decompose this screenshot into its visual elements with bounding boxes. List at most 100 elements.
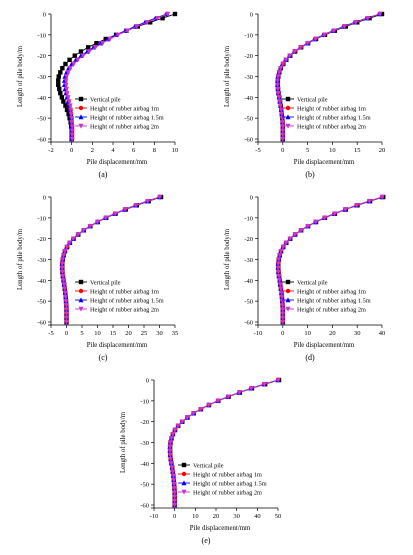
data-point	[62, 290, 68, 296]
data-point	[261, 381, 267, 387]
data-point	[276, 273, 282, 279]
panel-label: (e)	[202, 536, 211, 545]
data-point	[60, 273, 66, 279]
x-tick-label: 0	[65, 330, 68, 337]
data-point	[66, 111, 71, 117]
data-point	[277, 282, 283, 288]
legend-label: Height of rubber airbag 1m	[90, 105, 159, 112]
data-point	[61, 282, 67, 288]
x-tick-label: 40	[254, 513, 260, 520]
legend-marker	[78, 279, 84, 285]
legend-label: Height of rubber airbag 1.5m	[297, 114, 371, 121]
data-point	[63, 103, 68, 108]
data-point	[313, 36, 319, 42]
data-point	[59, 265, 65, 271]
legend-label: Vertical pile	[297, 279, 328, 286]
x-axis-label: Pile displacement/mm	[87, 342, 148, 349]
series-4	[275, 11, 383, 142]
data-point	[298, 45, 304, 50]
data-point	[280, 120, 286, 125]
data-point	[236, 390, 242, 396]
y-tick-label: -50	[140, 482, 149, 489]
x-tick-label: 10	[304, 330, 311, 337]
data-point	[64, 90, 70, 96]
x-tick-label: 15	[354, 147, 361, 154]
legend-marker	[78, 96, 84, 102]
legend-marker	[181, 489, 187, 495]
data-point	[160, 15, 165, 21]
data-point	[134, 24, 140, 30]
data-point	[168, 461, 174, 466]
x-tick-label: 10	[94, 330, 101, 337]
data-point	[124, 28, 130, 34]
data-point	[94, 40, 99, 46]
y-tick-label: -20	[37, 53, 46, 60]
y-tick-label: -10	[244, 32, 253, 39]
y-tick-label: 0	[43, 195, 46, 202]
legend-marker	[78, 123, 84, 129]
series-3	[167, 377, 281, 508]
data-point	[115, 32, 121, 38]
data-point	[305, 223, 311, 229]
data-point	[67, 65, 73, 71]
data-point	[171, 477, 177, 483]
x-tick-label: 8	[153, 147, 156, 154]
data-point	[70, 236, 76, 242]
data-point	[67, 240, 73, 246]
x-tick-label: 4	[111, 147, 115, 154]
legend-marker	[285, 96, 291, 102]
data-point	[279, 290, 285, 296]
series-1	[60, 194, 164, 325]
data-point	[366, 198, 372, 204]
data-point	[68, 111, 74, 117]
chart-panel-c: 0 -10 -20 -30 -40 -50 -60 -5 0 5 10 15 20 25 30 35 Pile …	[0, 183, 206, 365]
data-point	[69, 115, 75, 121]
panel-label: (c)	[99, 353, 108, 362]
data-point	[157, 194, 163, 200]
series-1	[56, 11, 178, 142]
data-point	[68, 107, 74, 113]
legend-marker	[181, 471, 187, 477]
data-point	[172, 490, 178, 496]
data-point	[63, 294, 69, 300]
data-point	[67, 57, 72, 63]
data-point	[190, 411, 196, 416]
data-point	[60, 257, 66, 263]
data-point	[112, 211, 118, 217]
series-2	[276, 194, 385, 325]
data-point	[280, 311, 286, 317]
data-point	[280, 303, 286, 308]
legend-label: Height of rubber airbag 2m	[90, 123, 159, 130]
y-tick-label: -30	[244, 74, 253, 81]
legend-label: Height of rubber airbag 2m	[90, 306, 159, 313]
x-axis-label: Pile displacement/mm	[294, 159, 355, 166]
y-tick-label: -30	[140, 440, 149, 447]
legend-marker	[285, 114, 291, 120]
series-1	[167, 377, 282, 508]
x-tick-label: 20	[125, 330, 132, 337]
legend-marker	[78, 306, 84, 312]
data-point	[275, 265, 281, 271]
data-point	[61, 253, 67, 258]
data-point	[103, 215, 109, 221]
y-tick-label: -20	[244, 53, 253, 60]
legend-marker	[285, 123, 291, 129]
y-tick-label: -60	[140, 503, 149, 510]
legend-label: Vertical pile	[90, 96, 121, 103]
y-tick-label: 0	[250, 195, 253, 202]
data-point	[171, 481, 177, 487]
data-point	[280, 136, 286, 142]
data-point	[59, 261, 65, 267]
legend-label: Height of rubber airbag 1.5m	[297, 297, 371, 304]
data-point	[95, 219, 100, 225]
y-axis-label: Length of pile body/m	[224, 228, 231, 290]
data-point	[172, 494, 178, 500]
data-point	[65, 70, 71, 75]
data-point	[287, 53, 293, 59]
data-point	[206, 402, 212, 408]
x-tick-label: 30	[233, 513, 240, 520]
data-point	[169, 465, 175, 471]
